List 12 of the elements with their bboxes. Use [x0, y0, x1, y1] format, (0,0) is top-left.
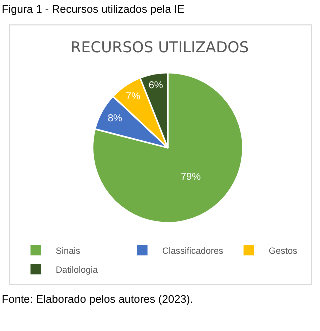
- legend-label: Sinais: [56, 246, 82, 256]
- source-note: Fonte: Elaborado pelos autores (2023).: [2, 294, 194, 306]
- data-label: 8%: [108, 113, 123, 124]
- legend-label: Datilologia: [56, 264, 98, 275]
- data-label: 79%: [180, 172, 202, 184]
- data-label: 7%: [126, 91, 141, 102]
- data-label: 6%: [148, 80, 164, 92]
- legend-label: Gestos: [269, 246, 298, 256]
- text: Figura 1 - Recursos utilizados pela IE: [2, 4, 185, 16]
- pie-slice: [92, 72, 244, 224]
- chart-title: RECURSOS UTILIZADOS: [70, 38, 250, 56]
- legend-label: Classificadores: [162, 246, 224, 256]
